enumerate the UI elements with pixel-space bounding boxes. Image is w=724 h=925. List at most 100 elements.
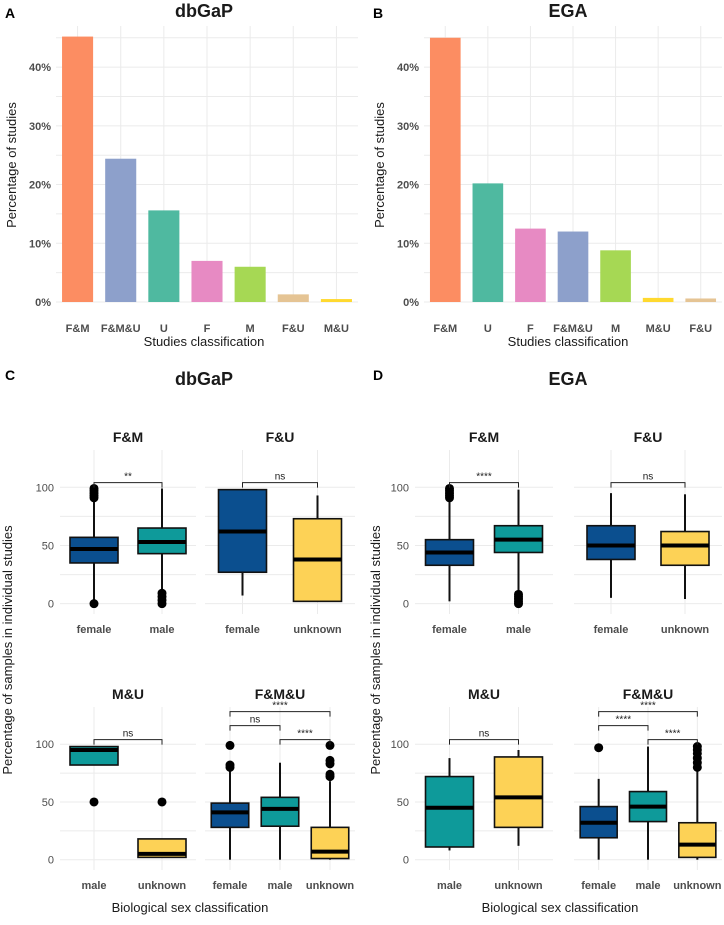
x-tick-label: F&M <box>433 323 457 335</box>
x-axis-label: Studies classification <box>144 334 265 349</box>
outlier-point <box>594 743 604 753</box>
bar-chart-dbgap: dbGaP Studies classification Percentage … <box>4 1 358 349</box>
significance-label: **** <box>476 472 492 483</box>
outlier-point <box>325 755 335 765</box>
y-tick-label: 30% <box>397 121 419 133</box>
y-tick-label: 50 <box>42 540 54 552</box>
y-tick-label: 10% <box>29 238 51 250</box>
x-tick-label: unknown <box>306 880 355 892</box>
significance-bracket <box>229 711 331 717</box>
bar-f-u <box>277 294 309 302</box>
outlier-point <box>514 589 523 599</box>
significance-label: ns <box>250 715 261 726</box>
y-tick-label: 50 <box>397 540 409 552</box>
outlier-point <box>692 742 702 752</box>
outlier-point <box>225 760 235 770</box>
box-male <box>260 796 300 828</box>
outlier-point <box>445 483 454 493</box>
bar-chart-ega: EGA Studies classification Percentage of… <box>372 1 722 349</box>
x-tick-label: female <box>213 880 248 892</box>
box-male <box>424 775 475 848</box>
x-tick-label: F <box>527 323 534 335</box>
facet-title: F&M&U <box>255 686 306 702</box>
bar-u <box>472 183 504 302</box>
significance-label: ns <box>643 472 654 483</box>
bar-m-u <box>320 299 352 302</box>
box-plot-title: dbGaP <box>175 369 233 389</box>
y-tick-label: 50 <box>397 797 409 809</box>
x-tick-label: M <box>611 323 620 335</box>
x-tick-label: male <box>81 880 106 892</box>
significance-bracket <box>449 482 519 488</box>
significance-label: ns <box>123 729 134 740</box>
bar-m-u <box>642 297 674 302</box>
x-tick-label: F <box>204 323 211 335</box>
y-tick-label: 100 <box>391 739 409 751</box>
outlier-point <box>325 740 335 750</box>
bar-chart-title: EGA <box>548 1 587 21</box>
facet-title: M&U <box>468 686 500 702</box>
significance-bracket <box>279 739 331 745</box>
significance-label: **** <box>272 701 288 712</box>
outlier-point <box>89 797 99 807</box>
panel-label-a: A <box>5 5 15 21</box>
y-tick-label: 0 <box>48 599 54 611</box>
x-tick-label: male <box>437 880 462 892</box>
outlier-point <box>325 769 335 779</box>
x-tick-label: F&M&U <box>101 323 141 335</box>
x-tick-label: U <box>160 323 168 335</box>
significance-label: ** <box>124 472 132 483</box>
x-axis-label: Biological sex classification <box>482 900 639 915</box>
bar-f-u <box>685 298 717 302</box>
x-tick-label: M&U <box>324 323 349 335</box>
y-tick-label: 0 <box>403 855 409 867</box>
x-tick-label: U <box>484 323 492 335</box>
y-tick-label: 0 <box>48 855 54 867</box>
y-axis-label: Percentage of studies <box>4 102 19 228</box>
x-tick-label: unknown <box>494 880 543 892</box>
significance-bracket <box>242 482 318 488</box>
x-tick-label: unknown <box>138 880 187 892</box>
x-tick-label: F&U <box>282 323 305 335</box>
box-plot-title: EGA <box>548 369 587 389</box>
x-tick-label: F&M&U <box>553 323 593 335</box>
y-tick-label: 100 <box>391 482 409 494</box>
bar-f-m <box>429 37 461 302</box>
significance-label: **** <box>640 701 656 712</box>
box-unknown <box>493 756 544 829</box>
y-tick-label: 100 <box>36 482 54 494</box>
box-unknown <box>660 530 710 567</box>
bar-chart-title: dbGaP <box>175 1 233 21</box>
x-tick-label: unknown <box>293 624 342 636</box>
x-tick-label: female <box>581 880 616 892</box>
y-tick-label: 20% <box>29 180 51 192</box>
bar-f <box>191 260 223 302</box>
y-axis-label: Percentage of samples in individual stud… <box>0 525 15 775</box>
facet-title: F&M <box>469 429 499 445</box>
y-tick-label: 0% <box>35 297 51 309</box>
facet-title: F&M&U <box>623 686 674 702</box>
x-tick-label: female <box>225 624 260 636</box>
x-tick-label: male <box>267 880 292 892</box>
x-tick-label: female <box>594 624 629 636</box>
y-axis-label: Percentage of samples in individual stud… <box>368 525 383 775</box>
significance-bracket <box>93 739 163 745</box>
facet-title: F&U <box>266 429 295 445</box>
x-tick-label: M <box>246 323 255 335</box>
bar-f-m <box>62 36 94 302</box>
significance-label: ns <box>275 472 286 483</box>
x-tick-label: female <box>77 624 112 636</box>
facet-title: M&U <box>112 686 144 702</box>
y-tick-label: 30% <box>29 121 51 133</box>
bar-f <box>515 228 546 302</box>
significance-bracket <box>610 482 686 488</box>
bar-f-m-u <box>105 158 137 302</box>
significance-label: **** <box>616 715 632 726</box>
y-tick-label: 20% <box>397 180 419 192</box>
y-axis-label: Percentage of studies <box>372 102 387 228</box>
significance-label: ns <box>479 729 490 740</box>
y-tick-label: 0% <box>403 297 419 309</box>
x-tick-label: F&U <box>689 323 712 335</box>
box-female <box>210 802 250 829</box>
